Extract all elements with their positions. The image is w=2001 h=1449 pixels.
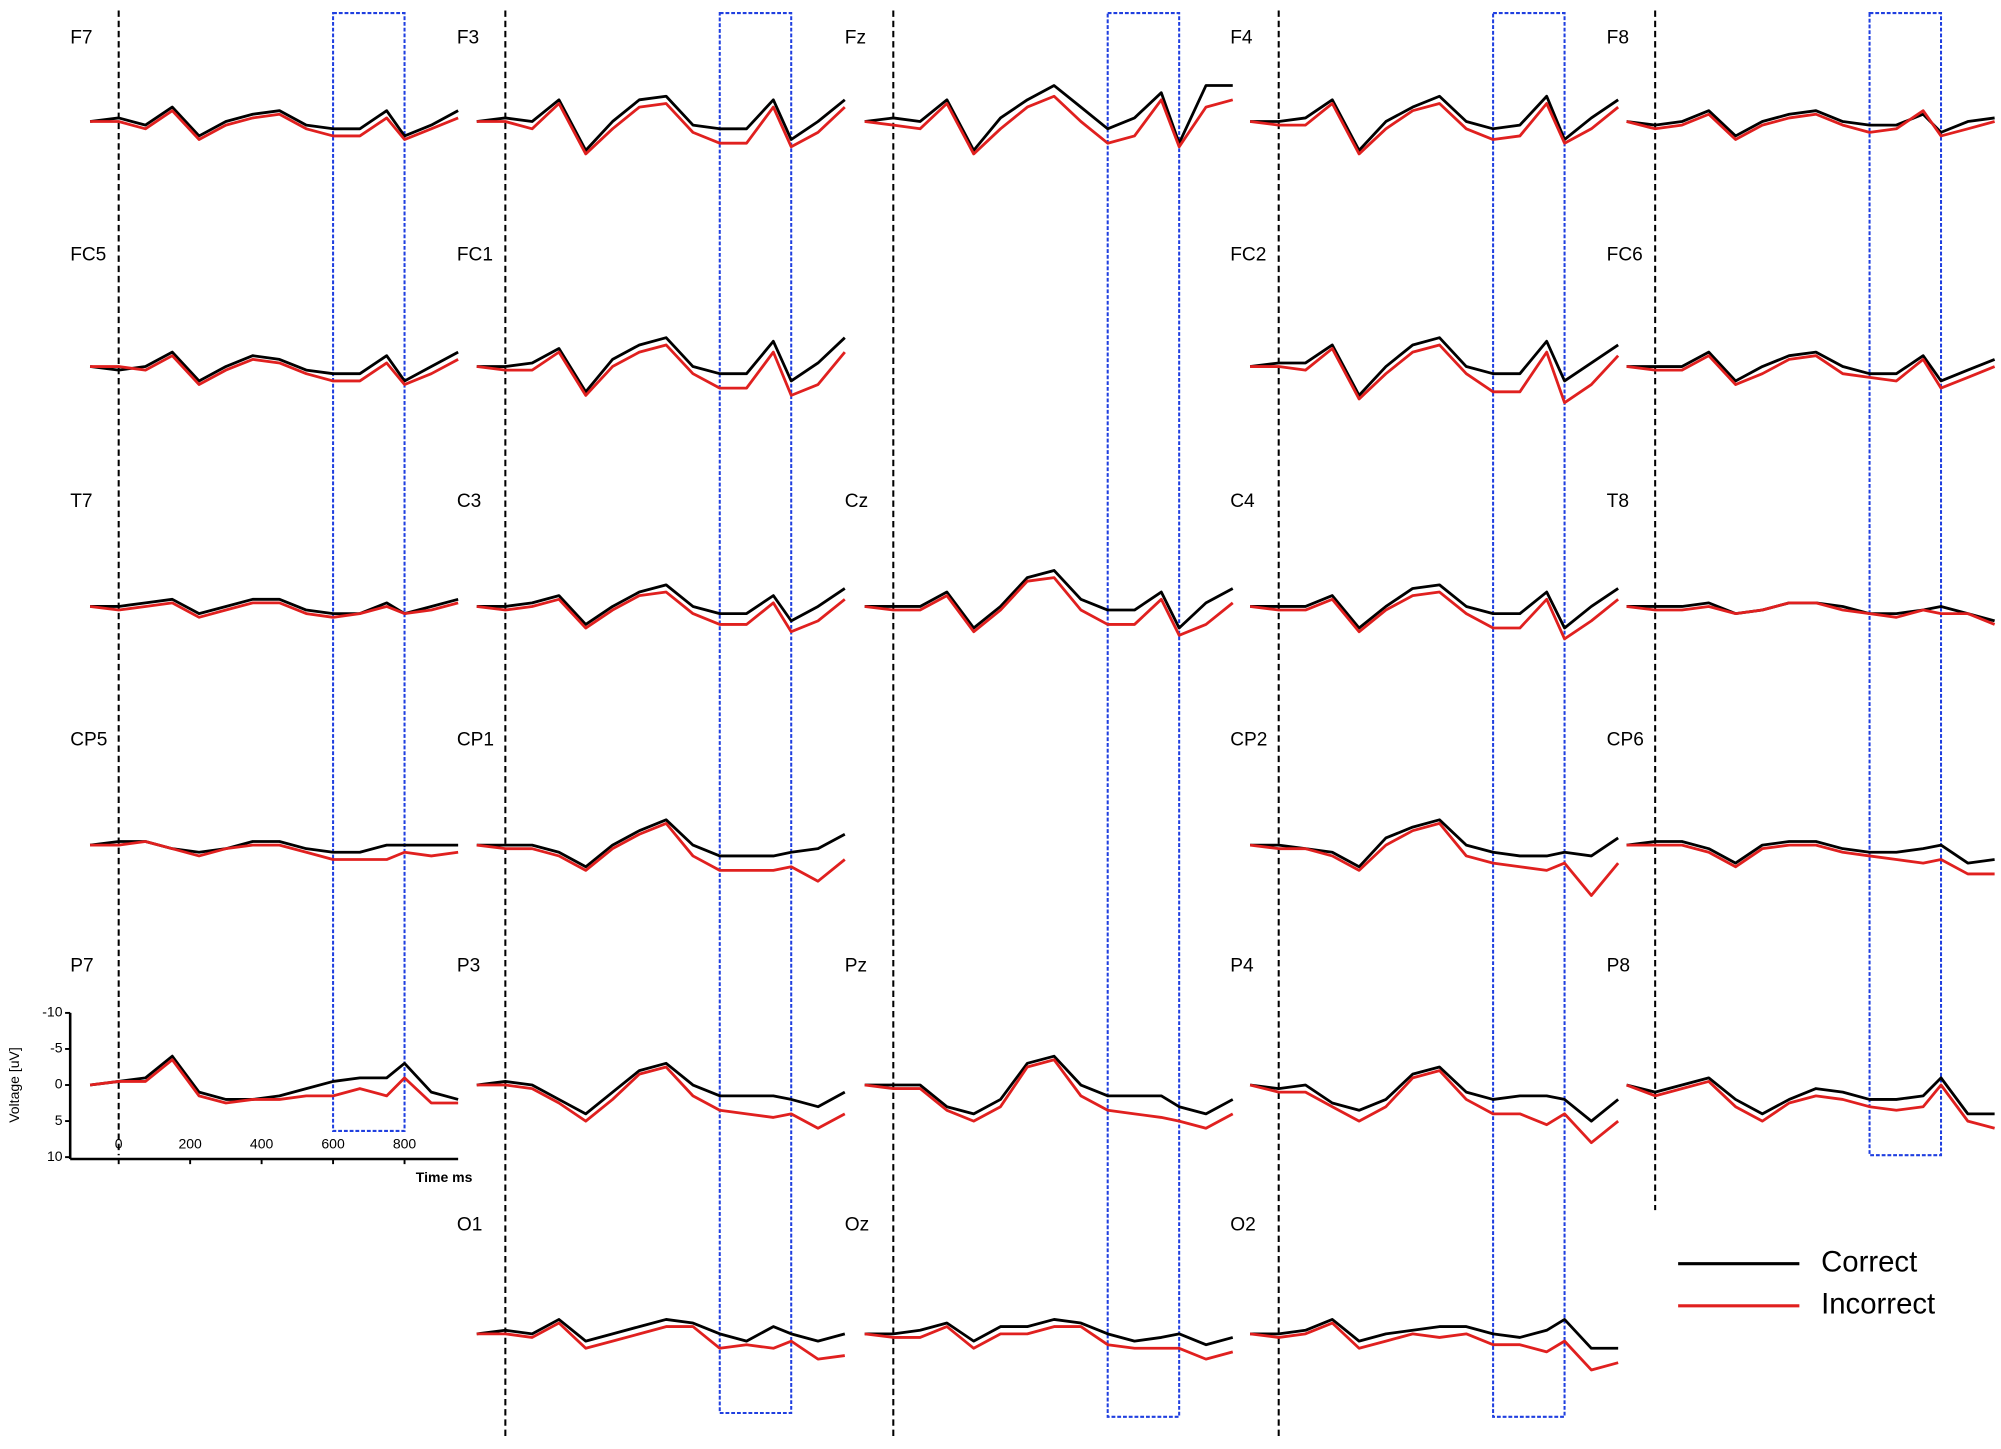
channel-label: Oz	[845, 1214, 869, 1235]
erp-trace	[89, 601, 459, 619]
erp-trace	[1626, 109, 1995, 141]
analysis-window	[332, 12, 406, 1132]
channel-label: P3	[457, 955, 480, 976]
erp-trace	[90, 109, 459, 141]
x-axis-label: Time ms	[416, 1169, 473, 1185]
erp-trace	[476, 336, 846, 394]
channel-label: Pz	[845, 955, 867, 976]
channel-label: CP6	[1607, 730, 1644, 751]
erp-trace	[864, 94, 1234, 156]
erp-trace	[1249, 1321, 1619, 1372]
channel-label: CP5	[70, 730, 107, 751]
x-tick-label: 0	[115, 1136, 123, 1152]
channel-label: O2	[1230, 1214, 1256, 1235]
channel-label: P4	[1230, 955, 1254, 976]
channel-label: T8	[1607, 491, 1629, 512]
erp-trace	[476, 583, 846, 626]
erp-trace	[864, 569, 1234, 630]
erp-trace	[90, 840, 459, 861]
erp-trace	[476, 1061, 846, 1116]
channel-label: CP1	[457, 730, 494, 751]
erp-trace	[1249, 1069, 1620, 1145]
erp-trace	[476, 1065, 846, 1130]
x-tick-label: 600	[321, 1136, 345, 1152]
erp-trace	[89, 105, 459, 138]
erp-trace	[1626, 840, 1995, 865]
y-tick-label: 0	[55, 1076, 63, 1092]
erp-trace	[89, 840, 459, 854]
legend-label: Correct	[1821, 1245, 1917, 1278]
erp-trace	[864, 576, 1234, 637]
channel-label: T7	[70, 491, 92, 512]
erp-trace	[1250, 94, 1619, 152]
erp-trace	[89, 1058, 459, 1105]
erp-trace	[1250, 818, 1619, 869]
erp-trace	[1626, 354, 1996, 390]
analysis-window	[718, 12, 793, 1415]
x-tick-label: 400	[250, 1136, 274, 1152]
channel-label: F8	[1607, 28, 1629, 49]
channel-label: FC6	[1607, 245, 1643, 266]
erp-trace	[476, 818, 846, 869]
erp-trace	[89, 350, 459, 383]
erp-trace	[1249, 590, 1620, 641]
erp-trace	[90, 354, 459, 386]
channel-label: F7	[70, 28, 92, 49]
y-tick-label: 10	[47, 1148, 63, 1164]
erp-trace	[1250, 583, 1619, 630]
erp-trace	[1249, 336, 1619, 397]
analysis-window	[1868, 12, 1943, 1157]
y-tick-label: -10	[42, 1004, 62, 1020]
erp-trace	[864, 84, 1233, 152]
erp-trace	[1250, 343, 1620, 405]
erp-trace	[1626, 1076, 1995, 1116]
channel-label: F4	[1230, 28, 1253, 49]
channel-label: Fz	[845, 28, 866, 49]
erp-trace	[864, 1318, 1234, 1347]
channel-label: FC1	[457, 245, 493, 266]
erp-trace	[1626, 350, 1996, 383]
erp-trace	[1626, 843, 1995, 876]
erp-trace	[1249, 1065, 1620, 1123]
y-axis-label: Voltage [uV]	[6, 1047, 22, 1123]
erp-trace	[864, 1054, 1234, 1116]
channel-label: P8	[1607, 955, 1630, 976]
analysis-window	[1106, 12, 1181, 1418]
channel-label: FC5	[70, 245, 106, 266]
erp-trace	[1626, 1080, 1995, 1130]
legend-label: Incorrect	[1821, 1288, 1935, 1321]
channel-label: FC2	[1230, 245, 1266, 266]
channel-label: P7	[70, 955, 93, 976]
erp-trace	[89, 1054, 459, 1101]
erp-trace	[476, 102, 846, 156]
erp-trace	[1626, 601, 1996, 626]
erp-trace	[1249, 821, 1620, 897]
erp-trace	[1249, 102, 1620, 156]
erp-trace	[1250, 1318, 1619, 1350]
channel-label: C4	[1230, 491, 1255, 512]
channel-label: C3	[457, 491, 481, 512]
y-tick-label: 5	[55, 1112, 63, 1128]
x-tick-label: 200	[178, 1136, 202, 1152]
channel-label: Cz	[845, 491, 868, 512]
erp-trace	[476, 343, 846, 397]
channel-label: CP2	[1230, 730, 1267, 751]
channel-label: F3	[457, 28, 479, 49]
erp-trace	[476, 1318, 846, 1343]
channel-label: O1	[457, 1214, 483, 1235]
erp-trace	[476, 821, 846, 883]
y-tick-label: -5	[50, 1040, 63, 1056]
erp-trace	[864, 1058, 1234, 1130]
x-tick-label: 800	[393, 1136, 417, 1152]
erp-trace	[476, 94, 846, 152]
erp-trace	[476, 1321, 845, 1361]
analysis-window	[1492, 12, 1566, 1418]
erp-trace	[476, 590, 846, 634]
erp-trace	[864, 1325, 1234, 1361]
